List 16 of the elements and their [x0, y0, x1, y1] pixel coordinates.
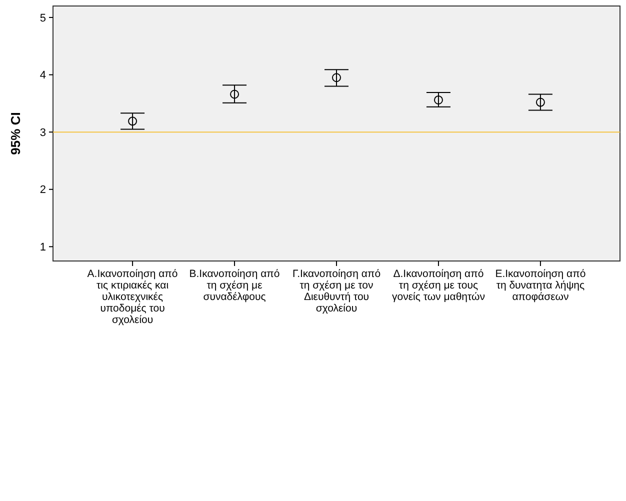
x-tick-label: Β.Ικανοποίηση από τη σχέση με συναδέλφους — [189, 268, 280, 303]
y-tick-label: 1 — [40, 242, 46, 254]
point — [230, 90, 240, 99]
y-tick-label: 4 — [40, 70, 46, 82]
point — [332, 73, 341, 82]
y-tick-label: 3 — [40, 126, 46, 139]
point — [434, 95, 443, 104]
point — [128, 116, 138, 126]
x-tick-label: Δ.Ικανοποίηση από τη σχέση με τους γονείς των μαθητών — [392, 268, 485, 303]
x-tick-label: Α.Ικανοποίηση από τις κτιριακές και υλικοτεχνικές υποδομές του σχολείου — [87, 268, 178, 326]
point — [536, 98, 545, 107]
y-tick-label: 5 — [40, 12, 46, 24]
y-tick-label: 2 — [40, 184, 46, 196]
x-tick-label: Ε.Ικανοποίηση από τη δυνατητα λήψης αποφάσεων — [495, 268, 586, 303]
y-axis-title: 95% CI — [8, 112, 23, 155]
x-tick-label: Γ.Ικανοποίηση από τη σχέση με τον Διευθυντή του σχολείου — [292, 268, 381, 314]
